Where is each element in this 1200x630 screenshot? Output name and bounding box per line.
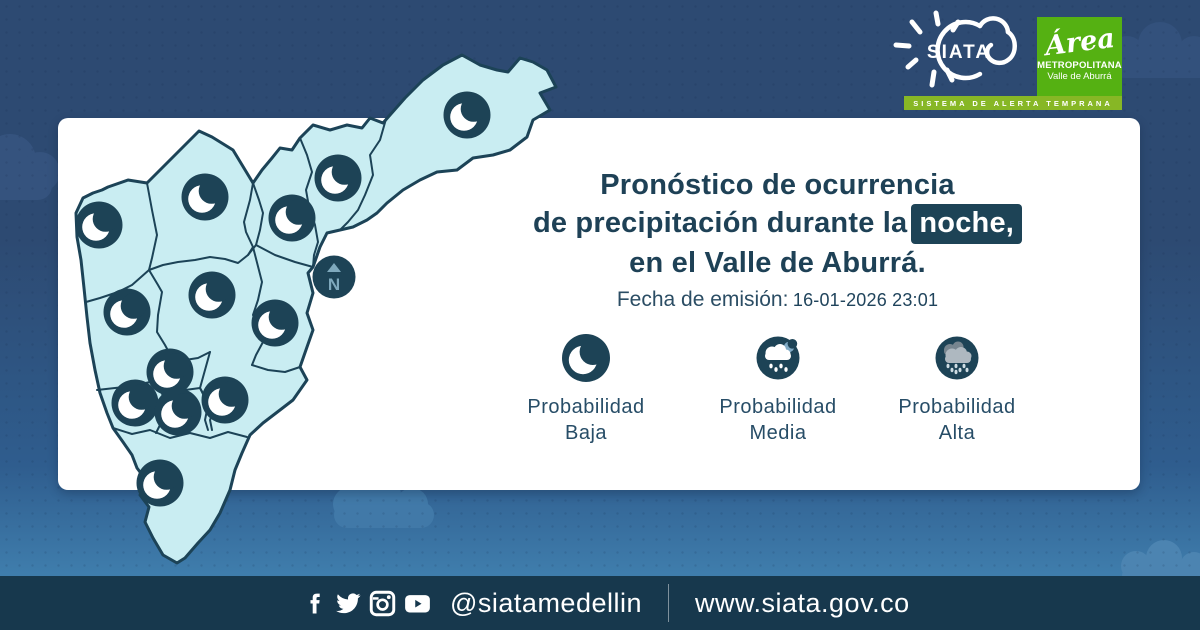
- social-handle: @siatamedellin: [450, 587, 642, 618]
- legend-item-baja: Probabilidad Baja: [491, 333, 681, 446]
- legend-item-media: Probabilidad Media: [683, 333, 873, 446]
- youtube-icon: [405, 594, 430, 612]
- background-cloud-left: [0, 134, 60, 200]
- instagram-icon: [369, 590, 396, 616]
- municipality-moon-marker: [111, 379, 159, 427]
- legend-item-alta: Probabilidad Alta: [862, 333, 1052, 446]
- north-arrow-icon: [327, 263, 341, 272]
- legend-label: Probabilidad Baja: [527, 396, 645, 444]
- compass-letter: N: [328, 275, 340, 294]
- municipality-moon-marker: [188, 271, 236, 319]
- siata-logo-text: SIATA: [927, 42, 991, 63]
- website-url: www.siata.gov.co: [695, 587, 910, 618]
- north-compass: N: [312, 255, 356, 299]
- cloud-heavy-rain-icon: [935, 336, 979, 380]
- title-line-3: en el Valle de Aburrá.: [629, 247, 926, 279]
- area-logo-line2: Valle de Aburrá: [1047, 71, 1112, 82]
- municipality-moon-marker: [181, 173, 229, 221]
- municipality-moon-marker: [201, 376, 249, 424]
- cloud-rain-moon-icon: [756, 336, 800, 380]
- valle-de-aburra-map: N: [74, 53, 558, 565]
- siata-tagline-bar: SISTEMA DE ALERTA TEMPRANA: [904, 96, 1122, 110]
- legend-label: Probabilidad Media: [719, 396, 837, 444]
- siata-logo: SIATA: [893, 10, 1017, 88]
- municipality-moon-marker: [314, 154, 362, 202]
- title-line-1: Pronóstico de ocurrencia: [600, 169, 955, 201]
- municipality-moon-marker: [443, 91, 491, 139]
- time-of-day-badge: noche,: [911, 204, 1023, 244]
- footer-divider: [668, 584, 669, 622]
- facebook-icon: [310, 593, 320, 613]
- emission-date-row: Fecha de emisión: 16-01-2026 23:01: [490, 288, 1065, 312]
- municipality-moon-marker: [103, 288, 151, 336]
- municipality-moon-marker: [75, 201, 123, 249]
- footer-bar: @siatamedellin www.siata.gov.co: [0, 576, 1200, 630]
- moon-icon: [562, 334, 610, 382]
- area-logo-line1: METROPOLITANA: [1037, 60, 1122, 71]
- emission-date-label: Fecha de emisión:: [616, 288, 789, 311]
- twitter-icon: [336, 592, 361, 613]
- legend-label: Probabilidad Alta: [898, 396, 1016, 444]
- area-logo-script: Área: [1042, 22, 1116, 63]
- municipality-moon-marker: [268, 194, 316, 242]
- forecast-title: Pronóstico de ocurrencia de precipitació…: [490, 166, 1065, 282]
- municipality-moon-marker: [146, 348, 194, 396]
- cloud-outline-icon: [935, 16, 1017, 81]
- municipality-moon-marker: [251, 299, 299, 347]
- social-icons: [303, 590, 432, 617]
- area-metropolitana-logo: Área METROPOLITANA Valle de Aburrá: [1037, 17, 1122, 96]
- municipality-moon-marker: [136, 459, 184, 507]
- municipality-moon-marker: [154, 388, 202, 436]
- emission-date-value: 16-01-2026 23:01: [792, 290, 939, 310]
- title-line-2: de precipitación durante la noche,: [490, 204, 1065, 244]
